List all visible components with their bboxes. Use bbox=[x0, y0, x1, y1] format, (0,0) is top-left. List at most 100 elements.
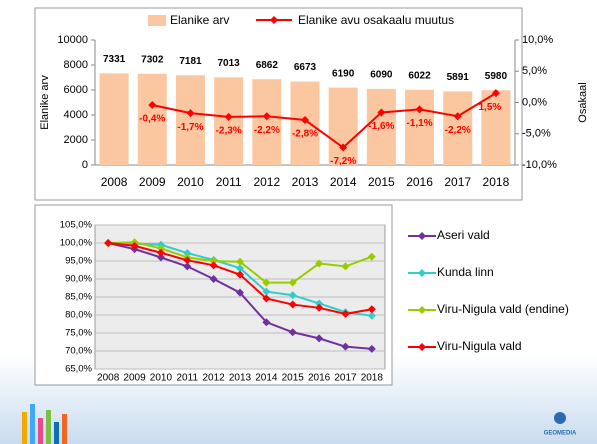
marker bbox=[315, 334, 324, 343]
bar-value-label: 5980 bbox=[485, 71, 508, 82]
bar bbox=[405, 89, 435, 165]
y2-tick-label: -10,0% bbox=[522, 159, 557, 171]
bar-value-label: 6190 bbox=[332, 68, 355, 79]
x-tick-label: 2010 bbox=[177, 175, 204, 189]
x-tick-label: 2009 bbox=[139, 175, 166, 189]
marker bbox=[183, 262, 192, 271]
y-tick-label: 80,0% bbox=[65, 310, 92, 321]
legend-label: Aseri vald bbox=[437, 228, 490, 242]
x-tick-label: 2018 bbox=[361, 373, 384, 384]
x-tick-label: 2015 bbox=[368, 175, 395, 189]
x-tick-label: 2014 bbox=[330, 175, 357, 189]
marker bbox=[315, 259, 324, 268]
bar bbox=[328, 87, 358, 165]
marker bbox=[183, 249, 192, 258]
y-axis-label: Elanike arv bbox=[39, 75, 51, 130]
legend-swatch bbox=[270, 16, 278, 24]
line bbox=[152, 92, 497, 149]
bar bbox=[99, 73, 129, 165]
marker bbox=[156, 244, 165, 253]
bar bbox=[252, 79, 282, 165]
legend-label: Viru-Nigula vald bbox=[437, 339, 522, 353]
y-tick-label: 95,0% bbox=[65, 256, 92, 267]
x-tick-label: 2012 bbox=[253, 175, 280, 189]
marker bbox=[315, 299, 324, 308]
x-tick-label: 2017 bbox=[334, 373, 357, 384]
y-tick-label: 70,0% bbox=[65, 346, 92, 357]
legend-swatch bbox=[418, 343, 426, 351]
x-tick-label: 2008 bbox=[97, 373, 120, 384]
bar-value-label: 7331 bbox=[103, 54, 126, 65]
y-tick-label: 2000 bbox=[64, 134, 88, 146]
x-tick-label: 2011 bbox=[216, 175, 242, 189]
marker bbox=[367, 311, 376, 320]
y-tick-label: 75,0% bbox=[65, 328, 92, 339]
bar bbox=[137, 73, 167, 165]
marker bbox=[288, 291, 297, 300]
marker bbox=[262, 112, 271, 121]
y2-axis-label: Osakaal bbox=[577, 82, 589, 122]
y2-tick-label: 0,0% bbox=[522, 96, 547, 108]
y-tick-label: 65,0% bbox=[65, 364, 92, 375]
legend-label: Elanike arv bbox=[170, 13, 229, 27]
marker bbox=[236, 288, 244, 297]
line-value-label: -1,1% bbox=[406, 118, 432, 129]
bar bbox=[481, 90, 511, 165]
x-tick-label: 2015 bbox=[282, 373, 305, 384]
bar bbox=[214, 77, 244, 165]
y-tick-label: 85,0% bbox=[65, 292, 92, 303]
bar bbox=[443, 91, 473, 165]
marker bbox=[130, 241, 139, 250]
marker bbox=[453, 112, 462, 121]
marker bbox=[186, 109, 195, 118]
x-tick-label: 2018 bbox=[483, 175, 510, 189]
legend-swatch bbox=[418, 306, 426, 314]
marker bbox=[341, 309, 350, 318]
legend-swatch bbox=[148, 15, 166, 26]
x-tick-label: 2010 bbox=[150, 373, 173, 384]
marker bbox=[415, 105, 424, 114]
marker bbox=[288, 328, 297, 337]
marker bbox=[262, 294, 271, 303]
y-tick-label: 105,0% bbox=[60, 220, 93, 231]
marker bbox=[339, 143, 348, 152]
marker bbox=[367, 252, 376, 261]
x-tick-label: 2012 bbox=[203, 373, 226, 384]
y2-tick-label: 10,0% bbox=[522, 34, 553, 46]
marker bbox=[236, 257, 244, 266]
line-value-label: -2,2% bbox=[254, 125, 280, 136]
marker bbox=[236, 270, 244, 279]
legend-swatch bbox=[418, 232, 426, 240]
bar bbox=[175, 75, 205, 165]
marker bbox=[209, 261, 218, 270]
x-tick-label: 2011 bbox=[177, 373, 199, 384]
y-tick-label: 6000 bbox=[64, 84, 88, 96]
line-value-label: -2,2% bbox=[445, 125, 471, 136]
line-value-label: -1,6% bbox=[368, 121, 394, 132]
y-tick-label: 100,0% bbox=[60, 238, 93, 249]
bar-value-label: 5891 bbox=[447, 72, 470, 83]
marker bbox=[224, 112, 233, 121]
marker bbox=[156, 253, 165, 262]
x-tick-label: 2014 bbox=[255, 373, 278, 384]
x-tick-label: 2013 bbox=[292, 175, 319, 189]
bar-value-label: 7181 bbox=[179, 56, 202, 67]
marker bbox=[104, 239, 113, 247]
marker bbox=[491, 89, 500, 98]
line-value-label: -1,7% bbox=[177, 122, 203, 133]
marker bbox=[156, 248, 165, 257]
marker bbox=[288, 300, 297, 309]
x-tick-label: 2009 bbox=[123, 373, 146, 384]
marker bbox=[236, 264, 244, 273]
marker bbox=[341, 262, 350, 271]
x-tick-label: 2016 bbox=[406, 175, 433, 189]
marker bbox=[341, 342, 350, 351]
bar-value-label: 7013 bbox=[218, 58, 241, 69]
y-tick-label: 8000 bbox=[64, 59, 88, 71]
line-value-label: -2,3% bbox=[216, 126, 242, 137]
y2-tick-label: 5,0% bbox=[522, 65, 547, 77]
marker bbox=[315, 303, 324, 312]
y-tick-label: 90,0% bbox=[65, 274, 92, 285]
